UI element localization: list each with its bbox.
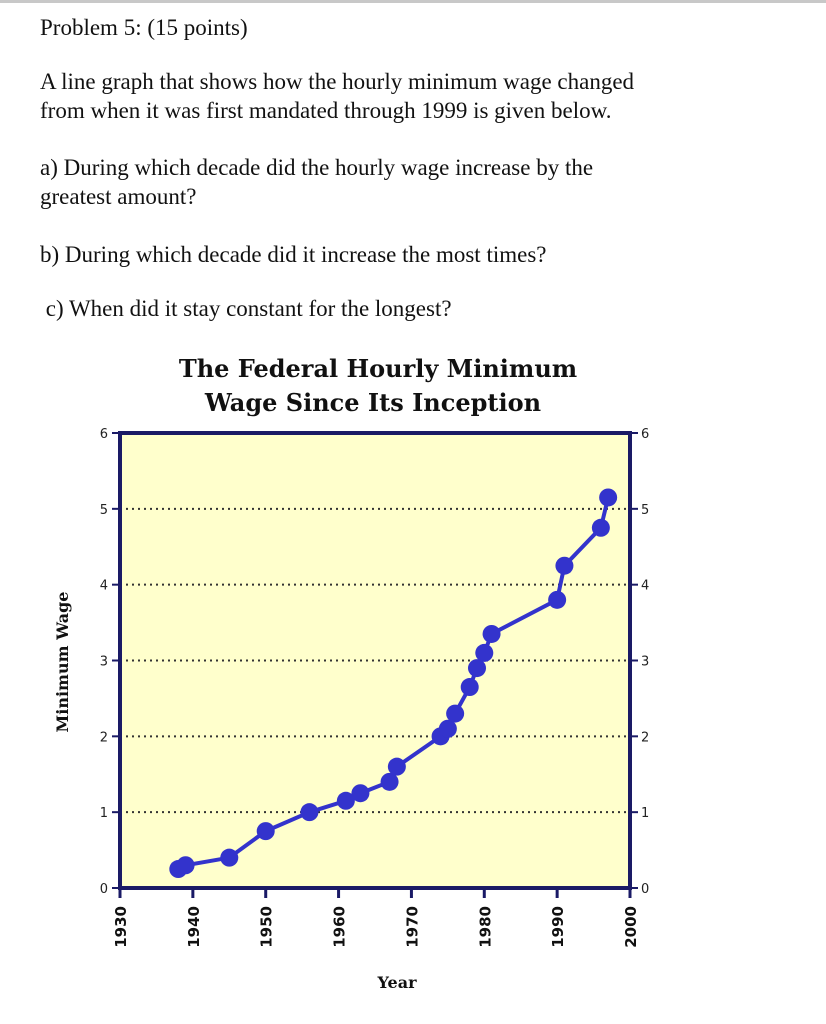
problem-heading: Problem 5: (15 points) <box>40 15 248 40</box>
question-b: b) During which decade did it increase t… <box>40 242 547 267</box>
chart-title-line-1: The Federal Hourly Minimum <box>179 354 577 383</box>
question-a-line-1: a) During which decade did the hourly wa… <box>40 155 594 180</box>
x-tick-label: 1950 <box>258 906 276 948</box>
x-tick-label: 1940 <box>185 906 203 948</box>
data-point <box>468 659 486 678</box>
y-tick-label-left: 2 <box>100 730 108 745</box>
data-point <box>387 757 406 776</box>
x-tick-label: 1970 <box>403 906 421 948</box>
y-tick-label-left: 4 <box>100 579 108 594</box>
x-tick-label: 1980 <box>476 906 494 948</box>
x-axis-label: Year <box>376 973 417 992</box>
data-point <box>555 556 574 575</box>
data-point <box>548 590 567 609</box>
y-tick-label-right: 5 <box>641 503 649 518</box>
x-tick-label: 1930 <box>112 906 130 948</box>
top-border <box>0 0 826 3</box>
data-point <box>336 791 355 810</box>
intro-line-2: from when it was first mandated through … <box>40 98 612 123</box>
intro-line-1: A line graph that shows how the hourly m… <box>40 69 635 94</box>
data-point <box>438 719 457 738</box>
x-tick-label: 1990 <box>549 906 567 948</box>
y-tick-label-left: 0 <box>100 882 108 897</box>
data-point <box>300 803 319 822</box>
y-tick-label-right: 1 <box>641 806 649 821</box>
y-axis-label: Minimum Wage <box>53 592 72 733</box>
data-point <box>176 856 195 875</box>
data-point <box>220 848 239 867</box>
y-tick-label-left: 1 <box>100 806 108 821</box>
y-tick-label-left: 5 <box>100 503 108 518</box>
question-c: c) When did it stay constant for the lon… <box>40 296 452 321</box>
data-point <box>599 488 618 507</box>
y-tick-label-right: 0 <box>641 882 649 897</box>
question-a-line-2: greatest amount? <box>40 184 197 209</box>
data-point <box>256 822 275 841</box>
y-tick-label-left: 3 <box>100 655 108 670</box>
chart-title-line-2: Wage Since Its Inception <box>204 388 541 417</box>
y-tick-label-right: 2 <box>641 730 649 745</box>
data-point <box>591 518 610 537</box>
x-tick-label: 2000 <box>622 906 640 948</box>
y-tick-label-right: 3 <box>641 655 649 670</box>
y-tick-label-left: 6 <box>100 427 108 442</box>
y-tick-label-right: 4 <box>641 579 649 594</box>
data-point <box>460 678 479 697</box>
y-tick-label-right: 6 <box>641 427 649 442</box>
data-point <box>380 772 399 791</box>
data-point <box>482 624 501 643</box>
x-tick-label: 1960 <box>331 906 349 948</box>
data-point <box>475 643 494 662</box>
data-point <box>351 784 370 803</box>
data-point <box>446 704 465 723</box>
